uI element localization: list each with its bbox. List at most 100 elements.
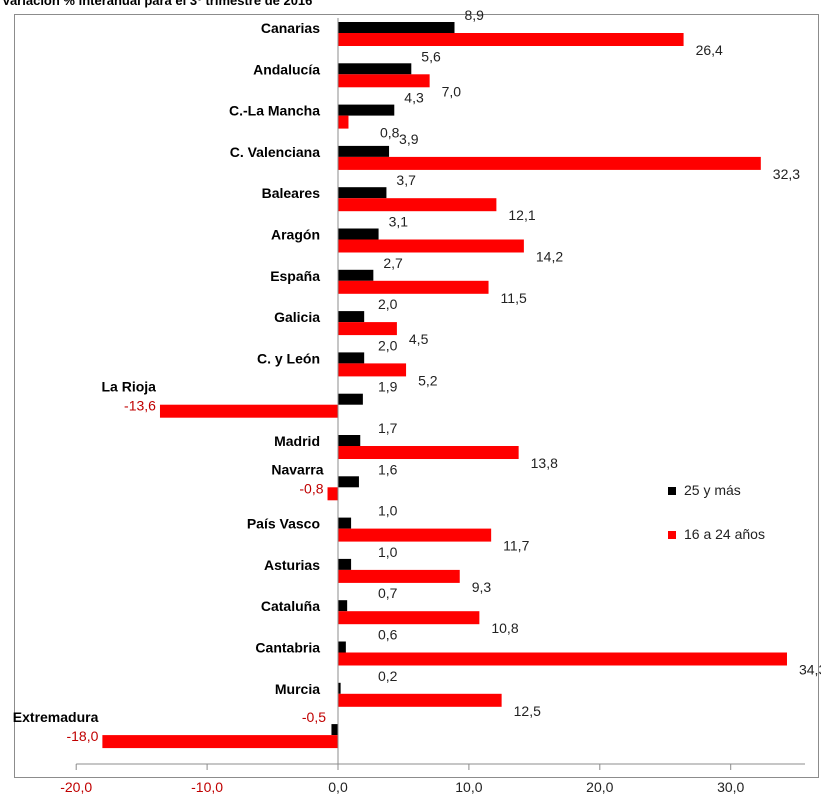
legend-label: 25 y más xyxy=(684,482,741,498)
category-label: Murcia xyxy=(275,681,320,697)
data-label-25-y-mas: 0,6 xyxy=(378,627,398,643)
bar-16-a-24 xyxy=(338,115,349,129)
data-label-25-y-mas: 4,3 xyxy=(404,90,424,106)
bar-16-a-24 xyxy=(338,611,480,625)
bar-16-a-24 xyxy=(159,404,338,418)
bar-25-y-mas xyxy=(338,558,352,570)
data-label-16-a-24: 0,8 xyxy=(380,125,400,141)
bar-25-y-mas xyxy=(338,228,379,240)
data-label-25-y-mas: 2,0 xyxy=(378,337,398,353)
data-label-25-y-mas: 5,6 xyxy=(421,48,441,64)
bar-16-a-24 xyxy=(327,487,338,501)
data-label-25-y-mas: -0,5 xyxy=(302,709,326,725)
category-label: Canarias xyxy=(261,20,320,36)
data-label-25-y-mas: 1,0 xyxy=(378,544,398,560)
data-label-16-a-24: 32,3 xyxy=(773,166,800,182)
data-label-16-a-24: 5,2 xyxy=(418,372,438,388)
data-label-16-a-24: 13,8 xyxy=(531,455,558,471)
data-label-16-a-24: 7,0 xyxy=(442,83,462,99)
bar-16-a-24 xyxy=(338,363,407,377)
bar-25-y-mas xyxy=(331,724,338,736)
bar-16-a-24 xyxy=(338,569,460,583)
category-label: Asturias xyxy=(264,557,320,573)
bar-25-y-mas xyxy=(338,682,341,694)
data-label-25-y-mas: 1,6 xyxy=(378,461,398,477)
data-label-25-y-mas: 3,1 xyxy=(389,214,409,230)
category-label: La Rioja xyxy=(102,379,157,395)
bar-16-a-24 xyxy=(338,33,684,46)
bar-25-y-mas xyxy=(338,269,374,281)
bar-16-a-24 xyxy=(338,528,492,542)
data-label-16-a-24: 9,3 xyxy=(472,579,492,595)
bar-16-a-24 xyxy=(338,652,787,666)
bar-25-y-mas xyxy=(338,187,387,199)
data-label-16-a-24: -0,8 xyxy=(299,480,323,496)
bar-16-a-24 xyxy=(338,322,397,336)
x-tick-label: 30,0 xyxy=(717,779,744,795)
data-label-16-a-24: 12,5 xyxy=(514,703,541,719)
data-label-16-a-24: -13,6 xyxy=(124,398,156,414)
bar-25-y-mas xyxy=(338,145,390,157)
data-label-16-a-24: 11,7 xyxy=(503,538,529,554)
bar-25-y-mas xyxy=(338,641,346,653)
category-label: Navarra xyxy=(271,461,323,477)
bar-16-a-24 xyxy=(338,446,519,459)
category-label: España xyxy=(270,268,320,284)
data-label-16-a-24: 4,5 xyxy=(409,331,429,347)
data-label-25-y-mas: 8,9 xyxy=(465,7,485,23)
category-label: País Vasco xyxy=(247,516,320,532)
bar-16-a-24 xyxy=(338,693,502,707)
category-label: C.-La Mancha xyxy=(229,103,320,119)
legend-label: 16 a 24 años xyxy=(684,526,765,542)
plot-frame xyxy=(14,14,819,778)
bar-25-y-mas xyxy=(338,517,352,529)
category-label: C. Valenciana xyxy=(230,144,320,160)
category-label: Baleares xyxy=(262,185,321,201)
category-label: Madrid xyxy=(274,433,320,449)
data-label-25-y-mas: 2,7 xyxy=(383,255,403,271)
data-label-25-y-mas: 1,0 xyxy=(378,503,398,519)
data-label-25-y-mas: 0,7 xyxy=(378,585,398,601)
data-label-25-y-mas: 1,7 xyxy=(378,420,398,436)
bar-16-a-24 xyxy=(338,239,524,253)
data-label-16-a-24: 14,2 xyxy=(536,249,563,265)
chart-title: Variación % interanual para el 3º trimes… xyxy=(2,0,313,8)
x-tick-label: 20,0 xyxy=(586,779,613,795)
legend-swatch xyxy=(668,531,676,539)
data-label-16-a-24: 34,3 xyxy=(799,662,821,678)
bar-25-y-mas xyxy=(338,600,348,612)
category-label: Cataluña xyxy=(261,598,320,614)
legend-swatch xyxy=(668,487,676,495)
bar-16-a-24 xyxy=(338,280,489,294)
bar-25-y-mas xyxy=(338,435,361,446)
bar-16-a-24 xyxy=(338,156,761,170)
bar-25-y-mas xyxy=(338,63,412,75)
data-label-16-a-24: -18,0 xyxy=(66,728,98,744)
data-label-25-y-mas: 3,7 xyxy=(396,172,416,188)
x-tick-label: 0,0 xyxy=(328,779,348,795)
data-label-16-a-24: 10,8 xyxy=(491,620,518,636)
x-tick-label: -20,0 xyxy=(60,779,92,795)
bar-16-a-24 xyxy=(338,74,430,88)
bar-16-a-24 xyxy=(338,198,497,212)
category-label: C. y León xyxy=(257,350,320,366)
bar-25-y-mas xyxy=(338,352,365,364)
category-label: Cantabria xyxy=(255,640,320,656)
bar-25-y-mas xyxy=(338,476,359,488)
data-label-25-y-mas: 2,0 xyxy=(378,296,398,312)
x-tick-label: -10,0 xyxy=(191,779,223,795)
bar-25-y-mas xyxy=(338,393,363,405)
data-label-25-y-mas: 0,2 xyxy=(378,668,398,684)
bar-25-y-mas xyxy=(338,22,455,33)
bar-25-y-mas xyxy=(338,311,365,323)
category-label: Extremadura xyxy=(13,709,99,725)
category-label: Aragón xyxy=(271,227,320,243)
data-label-16-a-24: 12,1 xyxy=(508,207,535,223)
x-tick-label: 10,0 xyxy=(455,779,482,795)
category-label: Galicia xyxy=(274,309,320,325)
bar-16-a-24 xyxy=(102,735,338,749)
bar-25-y-mas xyxy=(338,104,395,116)
data-label-16-a-24: 11,5 xyxy=(501,290,527,306)
data-label-25-y-mas: 3,9 xyxy=(399,131,419,147)
